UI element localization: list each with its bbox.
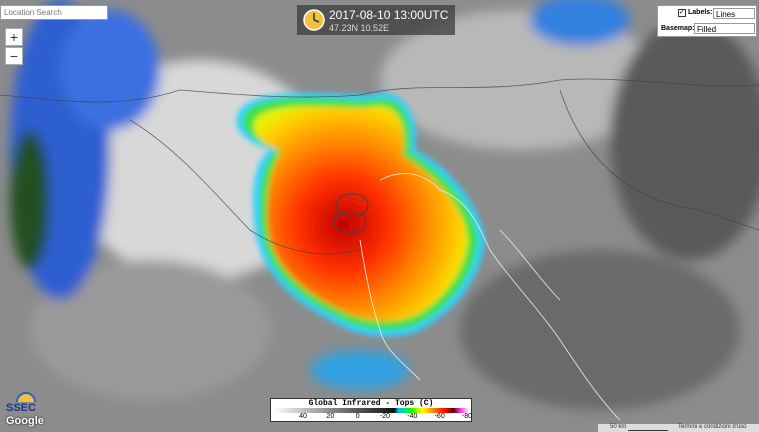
ssec-text: SSEC — [6, 402, 36, 414]
basemap-label: Basemap: — [661, 25, 695, 32]
zoom-in[interactable]: + — [5, 28, 23, 46]
coordinates: 47.23N 10.52E — [329, 23, 390, 33]
colorbar-tick-label: -60 — [434, 413, 445, 420]
colorbar-tick-label: -80 — [461, 413, 473, 420]
scale-label: 50 km — [610, 424, 627, 430]
zoom-out[interactable]: − — [5, 47, 23, 65]
colorbar-tick-label: 40 — [299, 413, 307, 420]
footer: 50 km Termini e condizioni d'uso — [598, 424, 759, 432]
colorbar-tick-label: -20 — [379, 413, 391, 420]
labels-label: Labels: — [688, 9, 713, 16]
colorbar-tick-label: 20 — [326, 413, 335, 420]
colorbar: Global Infrared - Tops (C) 40 20 0 -20 -40 -6… — [270, 398, 472, 422]
basemap-select[interactable]: Filled — [694, 23, 755, 34]
scale-bar — [628, 430, 668, 431]
logo-arc — [16, 392, 36, 402]
colorbar-tick-label: -40 — [407, 413, 418, 420]
datetime: 2017-08-10 13:00UTC — [329, 8, 449, 22]
time-display: 2017-08-10 13:00UTC 47.23N 10.52E — [297, 5, 455, 35]
labels-checkbox[interactable]: ✓ — [678, 9, 686, 17]
logo: SSEC Google — [4, 390, 48, 430]
terms-link[interactable]: Termini e condizioni d'uso — [678, 424, 747, 430]
colorbar-ticks: 40 20 0 -20 -40 -60 -80 — [271, 399, 473, 421]
colorbar-tick-label: 0 — [355, 413, 360, 420]
search-input[interactable]: Location Search — [0, 5, 108, 20]
colorbar-title: Global Infrared - Tops (C) — [308, 399, 434, 408]
labels-select[interactable]: Lines — [713, 8, 755, 19]
google-text: Google — [6, 415, 44, 427]
map-controls: ✓ Labels: Lines Basemap: Filled — [657, 5, 757, 37]
colorbar-gradient — [273, 408, 469, 413]
clock-icon — [303, 9, 325, 31]
